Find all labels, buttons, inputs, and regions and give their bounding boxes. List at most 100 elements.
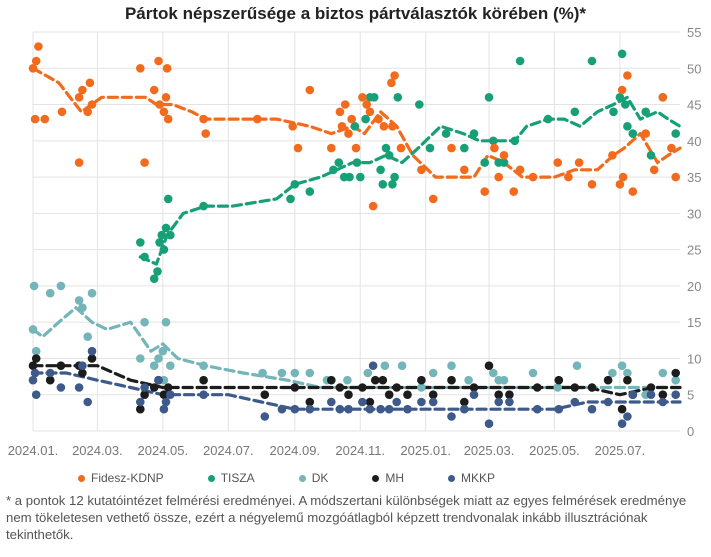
point-fidesz-kdnp (387, 78, 396, 88)
point-fidesz-kdnp (553, 158, 562, 167)
point-mkkp (628, 390, 638, 400)
point-dk (56, 281, 66, 291)
point-mkkp (428, 397, 438, 407)
data-points (28, 42, 680, 429)
point-fidesz-kdnp (641, 129, 650, 138)
point-mkkp (623, 412, 632, 421)
legend-label: TISZA (220, 471, 255, 485)
y-tick-label: 5 (687, 388, 694, 403)
point-fidesz-kdnp (379, 122, 389, 131)
point-fidesz-kdnp (368, 201, 378, 211)
x-tick-label: 2024.11. (335, 443, 385, 458)
legend-item: MKKP (448, 469, 495, 487)
point-mkkp (417, 397, 426, 407)
point-tisza (361, 114, 370, 124)
point-tisza (646, 151, 656, 160)
point-tisza (617, 49, 627, 59)
point-mh (344, 390, 353, 400)
legend-item: DK (298, 469, 328, 487)
point-mh (403, 390, 412, 400)
point-fidesz-kdnp (337, 122, 347, 131)
point-fidesz-kdnp (288, 122, 298, 131)
point-mh (428, 390, 438, 400)
point-mh (623, 375, 632, 385)
point-tisza (628, 129, 638, 138)
point-fidesz-kdnp (31, 56, 41, 66)
point-dk (161, 317, 171, 327)
y-tick-label: 45 (687, 98, 701, 113)
point-tisza (157, 230, 167, 240)
point-mh (417, 375, 426, 385)
point-mh (505, 390, 514, 400)
point-mkkp (140, 383, 149, 392)
point-mh (31, 354, 41, 363)
point-dk (499, 375, 509, 385)
x-tick-label: 2024.05. (138, 443, 189, 458)
point-dk (149, 361, 159, 371)
point-mh (87, 354, 97, 363)
point-mh (149, 383, 159, 392)
y-tick-label: 0 (687, 424, 694, 439)
point-fidesz-kdnp (574, 158, 584, 167)
legend-marker (298, 474, 306, 482)
point-mh (603, 375, 613, 385)
point-mkkp (31, 390, 41, 400)
point-tisza (378, 180, 388, 189)
point-tisza (460, 143, 469, 153)
point-dk (343, 375, 352, 385)
point-fidesz-kdnp (201, 129, 210, 138)
point-fidesz-kdnp (163, 114, 173, 124)
point-tisza (286, 194, 295, 204)
point-tisza (136, 238, 145, 247)
trend-line-dk (31, 306, 682, 390)
point-dk (31, 346, 41, 356)
point-fidesz-kdnp (618, 172, 628, 182)
point-tisza (199, 201, 208, 211)
point-fidesz-kdnp (34, 42, 43, 51)
point-mh (371, 375, 380, 385)
point-mh (365, 397, 375, 407)
point-tisza (484, 93, 494, 102)
point-tisza (155, 238, 164, 247)
point-fidesz-kdnp (460, 165, 469, 175)
point-mkkp (327, 397, 336, 407)
x-tick-label: 2025.01. (400, 443, 451, 458)
point-mkkp (74, 383, 84, 392)
point-tisza (641, 107, 650, 117)
point-mh (447, 375, 456, 385)
point-tisza (384, 151, 394, 160)
point-dk (166, 361, 175, 371)
point-mh (494, 390, 504, 400)
point-tisza (376, 165, 385, 175)
point-fidesz-kdnp (388, 122, 397, 131)
point-fidesz-kdnp (374, 114, 383, 124)
point-tisza (623, 122, 632, 131)
point-fidesz-kdnp (671, 172, 680, 182)
point-mkkp (335, 404, 345, 414)
point-mh (28, 361, 38, 371)
point-mkkp (460, 404, 469, 414)
point-mkkp (384, 404, 394, 414)
point-mkkp (484, 419, 494, 429)
point-tisza (290, 180, 300, 189)
point-fidesz-kdnp (499, 151, 509, 160)
footnote: * a pontok 12 kutatóintézet felmérési er… (6, 493, 687, 542)
point-mkkp (87, 346, 97, 356)
point-mh (533, 383, 542, 392)
point-fidesz-kdnp (85, 78, 95, 88)
trend-line-mh (31, 364, 682, 397)
point-mh (159, 390, 169, 400)
point-tisza (352, 158, 362, 167)
point-mkkp (45, 368, 55, 378)
point-fidesz-kdnp (490, 143, 499, 153)
point-mkkp (617, 419, 627, 429)
point-tisza (587, 56, 597, 66)
point-dk (553, 383, 562, 392)
point-mh (587, 383, 597, 392)
point-mkkp (154, 375, 163, 385)
point-mkkp (30, 368, 40, 378)
legend-label: MH (385, 471, 405, 485)
point-fidesz-kdnp (494, 172, 504, 182)
point-mh (469, 383, 479, 392)
point-dk (258, 368, 267, 378)
